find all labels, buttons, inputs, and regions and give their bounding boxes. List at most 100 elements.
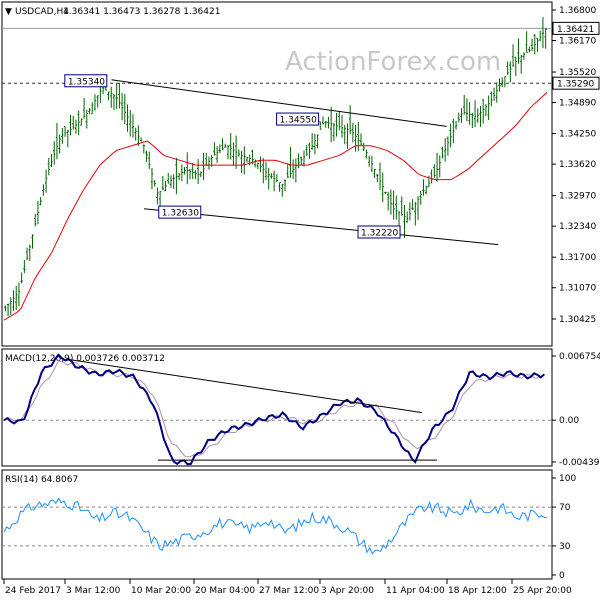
price-tick-label: 1.32970 [559,192,596,202]
ohlc-bar [351,123,355,143]
ohlc-bar [25,247,29,261]
ohlc-bar [240,151,243,174]
ohlc-bar [465,98,469,122]
ohlc-bar [278,181,281,192]
ohlc-bar [47,157,50,176]
ohlc-bar [495,82,498,103]
price-level-label: 1.32630 [158,205,202,219]
time-tick-label: 25 Apr 20:00 [513,586,572,596]
price-marker-text: 1.36421 [557,25,594,35]
ohlc-bar [213,142,216,156]
rsi-axis: 100 70 30 0 [552,474,576,581]
ohlc-bar [460,108,463,123]
ohlc-bar [392,190,395,220]
price-tick-label: 1.36170 [559,37,596,47]
ohlc-bar [245,156,249,163]
ohlc-bar [107,91,110,101]
ohlc-bar [408,202,412,221]
ohlc-bar [517,38,520,64]
ohlc-bar [129,109,132,137]
ohlc-bar [335,113,338,137]
ohlc-bar [93,94,97,111]
ohlc-bar [262,158,265,184]
price-level-text: 1.32220 [361,228,398,238]
ohlc-bar [131,114,135,138]
ohlc-bar [80,118,83,126]
price-marker: 1.36421 [552,21,600,35]
ohlc-bar [234,135,238,169]
macd-tick-label: -0.004399 [559,458,600,468]
lower-trendline [144,208,499,246]
ohlc-bar [74,119,78,134]
ohlc-bar [454,120,458,130]
ohlc-bar [400,196,403,216]
ohlc-bar [17,282,21,307]
ohlc-bar [509,61,512,83]
ohlc-bar [354,124,357,152]
ohlc-bar [468,101,471,125]
ohlc-bar [457,112,460,123]
ohlc-bar [533,33,536,55]
ohlc-bar [237,149,241,157]
price-annotations: 1.35340 1.34550 1.32630 1.32220 [64,74,401,239]
ohlc-bar [267,167,270,190]
price-level-label: 1.35340 [64,74,108,88]
ohlc-bar [283,179,287,192]
ohlc-bar [169,175,173,188]
ohlc-bar [452,118,455,144]
price-ohlc-bars [4,17,547,317]
macd-axis: 0.006754 0.00 -0.004399 [552,352,600,468]
ohlc-bar [310,133,314,150]
macd-line [3,353,545,466]
ohlc-bar [191,162,194,180]
ohlc-bar [528,46,531,53]
time-tick-label: 27 Mar 12:00 [259,586,319,596]
ohlc-bar [232,142,235,166]
ohlc-bar [449,123,452,148]
ohlc-bar [498,78,501,92]
ohlc-bar [88,108,91,114]
ohlc-bar [20,272,23,284]
ohlc-bar [31,234,34,249]
price-level-text: 1.32630 [162,209,199,219]
ohlc-bar [229,132,232,160]
ohlc-bar [82,98,86,119]
ohlc-bar [50,153,53,168]
ohlc-bar [520,54,523,74]
ohlc-bar [441,146,444,159]
ohlc-bar [36,200,40,225]
ohlc-bar [55,122,59,160]
ohlc-bar [321,116,325,125]
ohlc-bar [405,211,409,223]
ohlc-bar [544,28,547,49]
ohlc-bar [471,112,474,129]
ohlc-bar [384,191,387,194]
ohlc-bar [259,156,262,173]
ohlc-bar [172,174,175,189]
trendlines [111,79,499,246]
rsi-line [3,497,548,555]
ohlc-bar [530,38,534,51]
rsi-tick-label: 70 [559,503,571,513]
ohlc-bar [270,173,273,179]
price-tick-label: 1.35520 [559,68,596,78]
ohlc-bar [316,134,319,149]
ohlc-bar [395,195,398,220]
ohlc-bar [348,105,352,135]
ohlc-bar [150,167,154,190]
ohlc-bar [403,204,406,238]
ohlc-bar [120,93,124,121]
time-tick-label: 24 Feb 2017 [5,586,61,596]
ohlc-bar [9,297,12,315]
price-tick-label: 1.31700 [559,253,596,263]
ohlc-bar [142,144,146,154]
macd-tick-label: 0.00 [559,416,579,426]
rsi-tick-label: 0 [559,571,565,581]
price-level-label: 1.32220 [357,225,401,239]
ohlc-bar [180,164,184,182]
ohlc-bar [63,125,67,137]
ohlc-bar [85,109,89,129]
rsi-tick-label: 100 [559,474,576,484]
ohlc-bar [167,172,170,184]
time-axis: 24 Feb 2017 3 Mar 12:00 10 Mar 20:00 20 Mar… [3,579,572,596]
